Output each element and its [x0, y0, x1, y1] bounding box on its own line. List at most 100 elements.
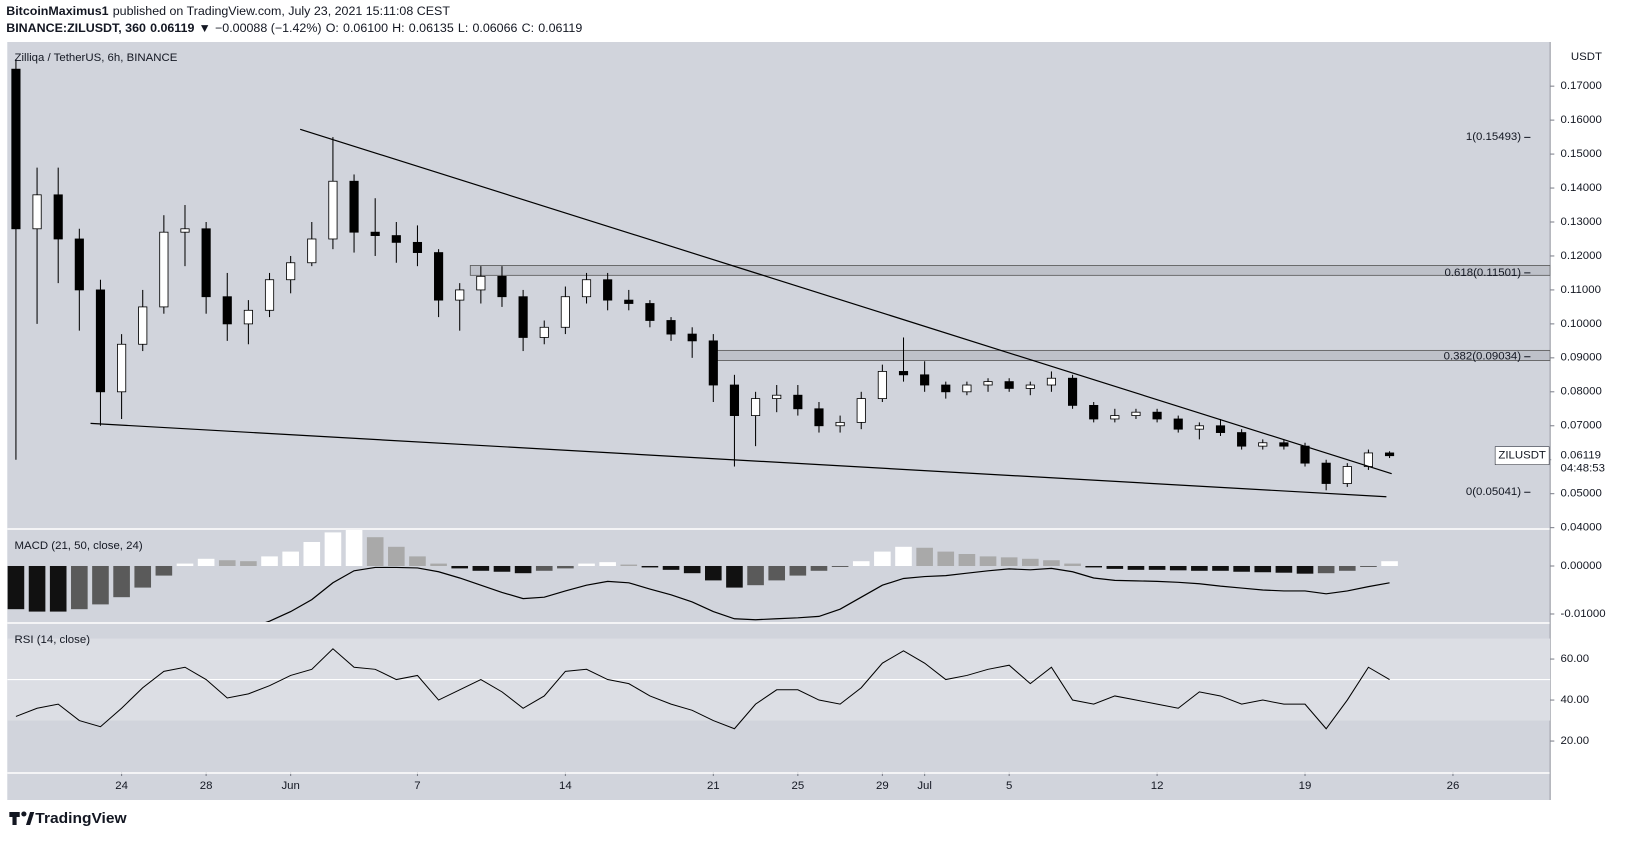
- x-tick-label: 25: [791, 780, 804, 792]
- candle-body: [814, 408, 824, 427]
- ohlc-key: O:: [326, 21, 339, 35]
- x-tick-label: 24: [115, 780, 128, 792]
- candle-body: [349, 180, 359, 233]
- logo-mark: [25, 812, 35, 825]
- macd-histogram-bar: [641, 565, 659, 568]
- pane-title: RSI (14, close): [15, 634, 91, 646]
- candle-body: [412, 241, 423, 253]
- candle-body: [877, 371, 887, 400]
- macd-histogram-bar: [1191, 565, 1208, 571]
- x-tick-label: Jul: [917, 780, 932, 792]
- price-unit: USDT: [1571, 51, 1602, 63]
- candle-body: [645, 303, 655, 321]
- macd-histogram-bar: [1381, 561, 1398, 566]
- macd-histogram-bar: [1338, 565, 1356, 571]
- x-tick-label: 29: [876, 780, 889, 792]
- ohlc-key: L:: [458, 21, 468, 35]
- macd-histogram-bar: [1064, 563, 1081, 566]
- pane-title: Zilliqa / TetherUS, 6h, BINANCE: [15, 52, 178, 64]
- candle-body: [1110, 415, 1120, 420]
- candle-body: [835, 421, 845, 427]
- y-tick-label: 40.00: [1561, 694, 1590, 706]
- macd-histogram-bar: [409, 556, 426, 566]
- candle-body: [1215, 425, 1226, 433]
- macd-histogram-bar: [768, 565, 786, 581]
- candle-body: [32, 194, 42, 230]
- y-tick-label: 0.08000: [1561, 386, 1602, 398]
- candle-body: [1025, 384, 1035, 389]
- candle-body: [1258, 442, 1268, 447]
- candle-body: [1046, 377, 1057, 386]
- macd-histogram-bar: [7, 565, 25, 610]
- macd-histogram-bar: [705, 565, 722, 581]
- macd-histogram-bar: [1317, 565, 1335, 574]
- fib-zone: [715, 349, 1551, 361]
- candle-body: [370, 231, 380, 236]
- y-tick-label: 0.11000: [1561, 284, 1601, 296]
- y-tick-label: -0.01000: [1561, 608, 1606, 620]
- price-tag: [1551, 446, 1620, 477]
- macd-histogram-bar: [1254, 565, 1272, 573]
- candle-body: [793, 394, 803, 410]
- candle-body: [1131, 411, 1141, 416]
- macd-line: [265, 566, 1390, 622]
- macd-histogram-bar: [852, 561, 870, 566]
- candle-body: [222, 296, 232, 325]
- candle-body: [53, 194, 63, 240]
- candle-body: [518, 296, 528, 338]
- macd-histogram-bar: [1275, 565, 1293, 573]
- fib-label: 0(0.05041): [1466, 486, 1521, 498]
- footer-logo: TradingView: [9, 810, 127, 827]
- macd-pane: [7, 530, 1398, 622]
- candle-body: [920, 374, 930, 386]
- macd-histogram-bar: [662, 565, 680, 570]
- y-tick-label: 0.13000: [1561, 216, 1602, 228]
- candle-body: [1152, 411, 1162, 420]
- candle-body: [434, 252, 444, 301]
- candle-body: [666, 320, 676, 335]
- ohlc-value: 0.06119: [538, 21, 582, 35]
- macd-histogram-bar: [535, 565, 553, 571]
- macd-histogram-bar: [155, 565, 173, 576]
- candle-body: [603, 279, 613, 301]
- macd-histogram-bar: [472, 565, 490, 571]
- time-axis: [7, 772, 1551, 800]
- macd-histogram-bar: [218, 560, 236, 566]
- candle-body: [476, 275, 486, 291]
- candle-body: [95, 289, 106, 393]
- macd-histogram-bar: [1043, 560, 1060, 566]
- candle-body: [1342, 466, 1352, 484]
- x-tick-label: 19: [1299, 780, 1312, 792]
- candle-body: [307, 238, 317, 264]
- fib-label: 0.382(0.09034): [1444, 351, 1522, 363]
- change: −0.00088 (−1.42%): [215, 21, 322, 35]
- logo-mark: [12, 817, 17, 825]
- macd-histogram-bar: [261, 556, 278, 566]
- macd-histogram-bar: [1360, 565, 1377, 567]
- candle-body: [201, 228, 211, 298]
- candle-body: [138, 306, 148, 345]
- fib-zone: [469, 265, 1551, 276]
- macd-histogram-bar: [1148, 565, 1166, 570]
- footer-logo-text: TradingView: [35, 810, 126, 827]
- y-tick-label: 0.10000: [1561, 318, 1602, 330]
- macd-histogram-bar: [831, 565, 849, 567]
- candle-body: [391, 235, 401, 243]
- last-price: 0.06119: [150, 21, 195, 35]
- macd-histogram-bar: [874, 551, 891, 566]
- candle-body: [1237, 432, 1247, 447]
- candle-body: [328, 180, 338, 240]
- candle-body: [243, 309, 253, 325]
- candle-body: [1089, 404, 1099, 420]
- candle-body: [772, 394, 782, 400]
- candle-body: [539, 326, 549, 338]
- candle-body: [74, 238, 84, 291]
- macd-histogram-bar: [493, 565, 511, 572]
- macd-histogram-bar: [282, 551, 299, 566]
- candle-body: [286, 262, 296, 281]
- y-tick-label: 0.04000: [1561, 522, 1602, 534]
- candle-body: [117, 343, 127, 393]
- macd-histogram-bar: [599, 562, 616, 566]
- author: BitcoinMaximus1: [6, 4, 109, 18]
